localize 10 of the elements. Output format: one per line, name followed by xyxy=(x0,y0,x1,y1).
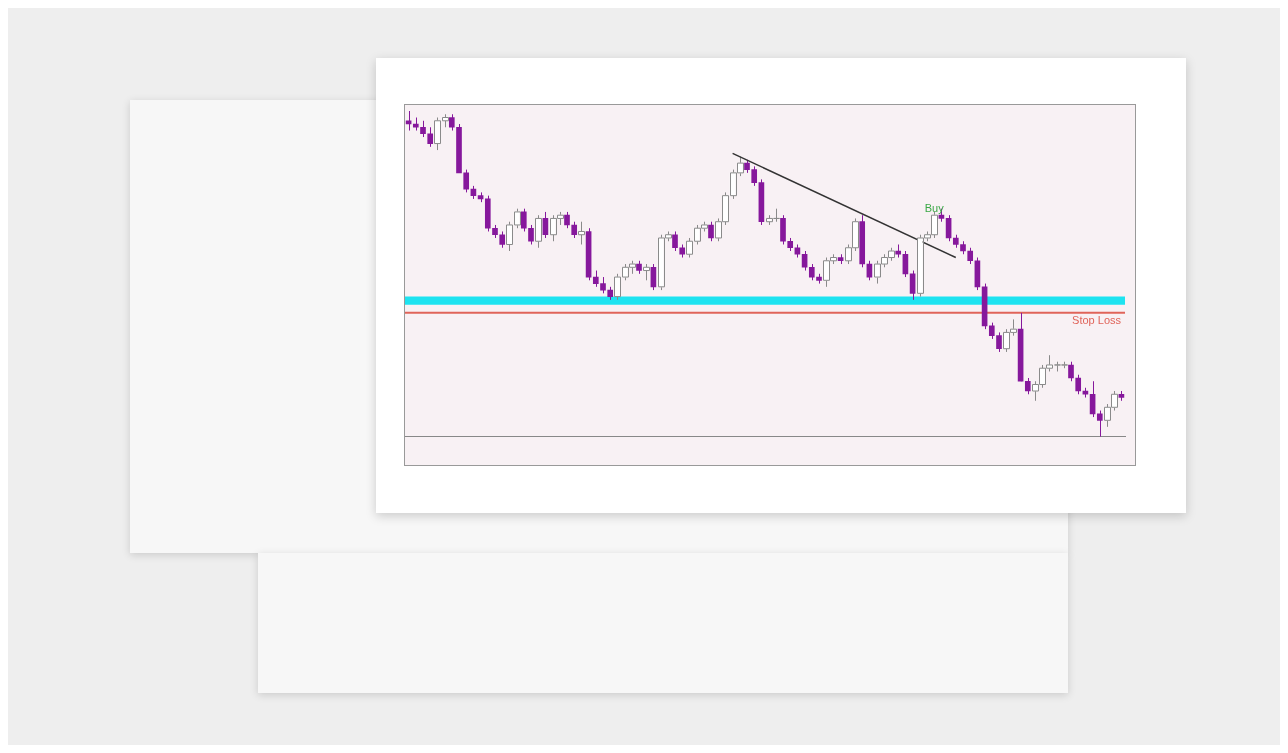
candlestick xyxy=(463,169,470,193)
annotation: Buy xyxy=(924,202,945,215)
ref-line-label: Stop Loss xyxy=(1072,314,1122,327)
candlestick xyxy=(1068,361,1074,382)
candlestick xyxy=(801,250,808,272)
candlestick xyxy=(708,221,714,242)
candlestick xyxy=(405,110,412,132)
candlestick xyxy=(1075,374,1082,395)
candlestick xyxy=(909,270,916,301)
candlestick xyxy=(1096,410,1103,438)
